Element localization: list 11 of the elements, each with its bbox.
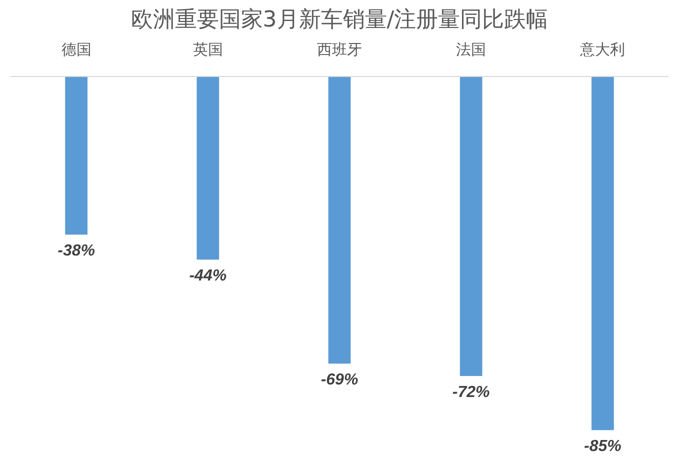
- data-label: -38%: [58, 242, 95, 260]
- data-label: -85%: [584, 438, 622, 456]
- x-tick-label: 法国: [456, 40, 486, 58]
- chart-title: 欧洲重要国家3月新车销量/注册量同比跌幅: [130, 8, 548, 32]
- data-label: -44%: [189, 268, 227, 285]
- x-tick-label: 德国: [61, 40, 92, 58]
- data-label: -72%: [452, 384, 490, 402]
- data-label: -69%: [320, 372, 358, 389]
- x-tick-label: 英国: [192, 40, 223, 58]
- x-tick-label: 意大利: [579, 40, 626, 58]
- x-tick-label: 西班牙: [317, 40, 362, 58]
